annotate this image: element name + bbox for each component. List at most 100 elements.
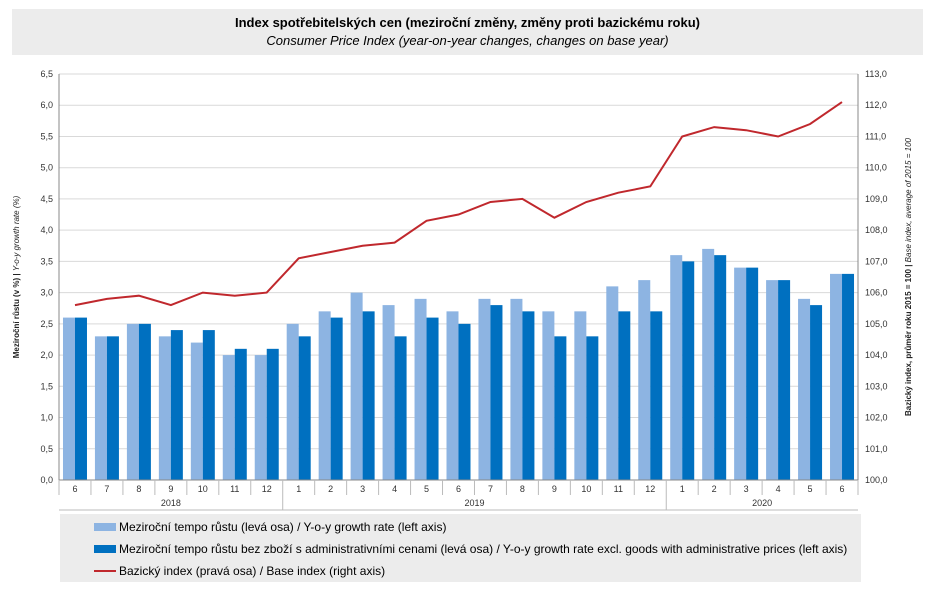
chart-title-box: Index spotřebitelských cen (meziroční zm… [12, 9, 923, 55]
bar-yoy-excl [138, 323, 151, 480]
bar-yoy [318, 311, 331, 480]
legend-label-base-index: Bazický index (pravá osa) / Base index (… [119, 564, 386, 578]
bar-yoy-excl [522, 311, 535, 480]
bar-yoy [414, 298, 427, 480]
legend-swatch-base-index [94, 570, 116, 572]
bar-yoy-excl [650, 311, 663, 480]
y-right-tick-label: 102,0 [865, 413, 888, 423]
bar-yoy [574, 311, 587, 480]
bar-yoy [286, 323, 299, 480]
y-right-tick-label: 101,0 [865, 444, 888, 454]
chart-subtitle: Consumer Price Index (year-on-year chang… [266, 33, 669, 48]
y-left-tick-label: 0,0 [40, 475, 53, 485]
legend-swatch-yoy [94, 523, 116, 531]
bar-yoy [158, 336, 171, 480]
y-right-tick-label: 109,0 [865, 194, 888, 204]
bar-yoy-excl [298, 336, 311, 480]
base-index-line-group [74, 101, 843, 307]
x-tick-label: 12 [262, 484, 272, 494]
x-tick-label: 7 [488, 484, 493, 494]
bar-yoy [446, 311, 459, 480]
bar-yoy [798, 298, 811, 480]
bar-yoy [670, 255, 683, 480]
x-tick-label: 4 [392, 484, 397, 494]
x-tick-label: 3 [744, 484, 749, 494]
y-left-tick-label: 4,5 [40, 194, 53, 204]
bar-yoy-excl [746, 267, 759, 480]
bar-yoy [638, 280, 651, 480]
bar-yoy [702, 248, 715, 480]
y-right-axis-title: Bazický index, průměr roku 2015 = 100 | … [904, 137, 913, 416]
bar-yoy-excl [74, 317, 87, 480]
bar-yoy-excl [266, 348, 279, 480]
x-tick-label: 9 [552, 484, 557, 494]
bars [62, 248, 855, 480]
axes [58, 74, 859, 511]
y-right-tick-label: 111,0 [865, 131, 886, 141]
bar-yoy [62, 317, 75, 480]
chart-title: Index spotřebitelských cen (meziroční zm… [235, 15, 700, 30]
y-right-tick-label: 107,0 [865, 256, 888, 266]
x-tick-label: 1 [680, 484, 685, 494]
bar-yoy [766, 280, 779, 480]
y-left-axis-title-bold: Meziroční růstu (v %) | [12, 271, 21, 358]
bar-yoy [126, 323, 139, 480]
y-left-axis-title: Meziroční růstu (v %) | Y-o-y growth rat… [12, 195, 21, 358]
x-tick-label: 6 [72, 484, 77, 494]
y-right-tick-label: 108,0 [865, 225, 888, 235]
bar-yoy [254, 355, 267, 480]
y-left-tick-label: 0,5 [40, 444, 53, 454]
y-right-axis-title-italic: Base index, average of 2015 = 100 [904, 137, 913, 262]
legend: Meziroční tempo růstu (levá osa) / Y-o-y… [60, 514, 861, 582]
x-tick-label: 5 [424, 484, 429, 494]
year-label: 2019 [464, 498, 484, 508]
x-tick-label: 9 [168, 484, 173, 494]
bar-yoy-excl [106, 336, 119, 480]
x-tick-label: 2 [328, 484, 333, 494]
bar-yoy [510, 298, 523, 480]
x-tick-label: 11 [230, 484, 239, 494]
year-label: 2020 [752, 498, 772, 508]
bar-yoy-excl [842, 273, 855, 480]
y-left-tick-label: 4,0 [40, 225, 53, 235]
y-left-tick-label: 5,0 [40, 163, 53, 173]
bar-yoy-excl [682, 261, 695, 480]
axis-labels: 0,0 0,5 1,0 1,5 2,0 2,5 3,0 3,5 4,0 4,5 5,0 5,5 6,0 6… [12, 69, 913, 508]
bar-yoy [606, 286, 619, 480]
y-right-tick-label: 103,0 [865, 381, 888, 391]
x-tick-label: 6 [840, 484, 845, 494]
y-right-tick-label: 110,0 [865, 163, 887, 173]
y-left-tick-label: 3,0 [40, 288, 53, 298]
bar-yoy [830, 273, 843, 480]
x-tick-label: 3 [360, 484, 365, 494]
bar-yoy-excl [394, 336, 407, 480]
y-right-axis-title-bold: Bazický index, průměr roku 2015 = 100 | [904, 262, 913, 416]
y-left-axis-title-italic: Y-o-y growth rate (%) [12, 195, 21, 271]
x-tick-label: 10 [581, 484, 591, 494]
legend-swatch-yoy-excl [94, 545, 116, 553]
y-right-tick-label: 104,0 [865, 350, 888, 360]
bar-yoy-excl [778, 280, 791, 480]
y-left-tick-label: 6,0 [40, 100, 53, 110]
x-tick-label: 10 [198, 484, 208, 494]
y-left-tick-label: 2,0 [40, 350, 53, 360]
x-tick-label: 1 [296, 484, 301, 494]
base-index-line [74, 101, 843, 307]
x-tick-label: 7 [104, 484, 109, 494]
bar-yoy-excl [714, 255, 727, 480]
bar-yoy [222, 355, 235, 480]
y-left-tick-label: 3,5 [40, 256, 53, 266]
bar-yoy-excl [170, 330, 183, 480]
x-tick-label: 11 [614, 484, 623, 494]
x-tick-label: 8 [520, 484, 525, 494]
bar-yoy-excl [586, 336, 599, 480]
bar-yoy [190, 342, 203, 480]
y-right-tick-label: 106,0 [865, 288, 888, 298]
x-tick-label: 12 [645, 484, 655, 494]
bar-yoy [382, 305, 395, 480]
bar-yoy [478, 298, 491, 480]
x-tick-label: 6 [456, 484, 461, 494]
bar-yoy-excl [330, 317, 343, 480]
bar-yoy-excl [618, 311, 631, 480]
bar-yoy-excl [810, 305, 823, 480]
